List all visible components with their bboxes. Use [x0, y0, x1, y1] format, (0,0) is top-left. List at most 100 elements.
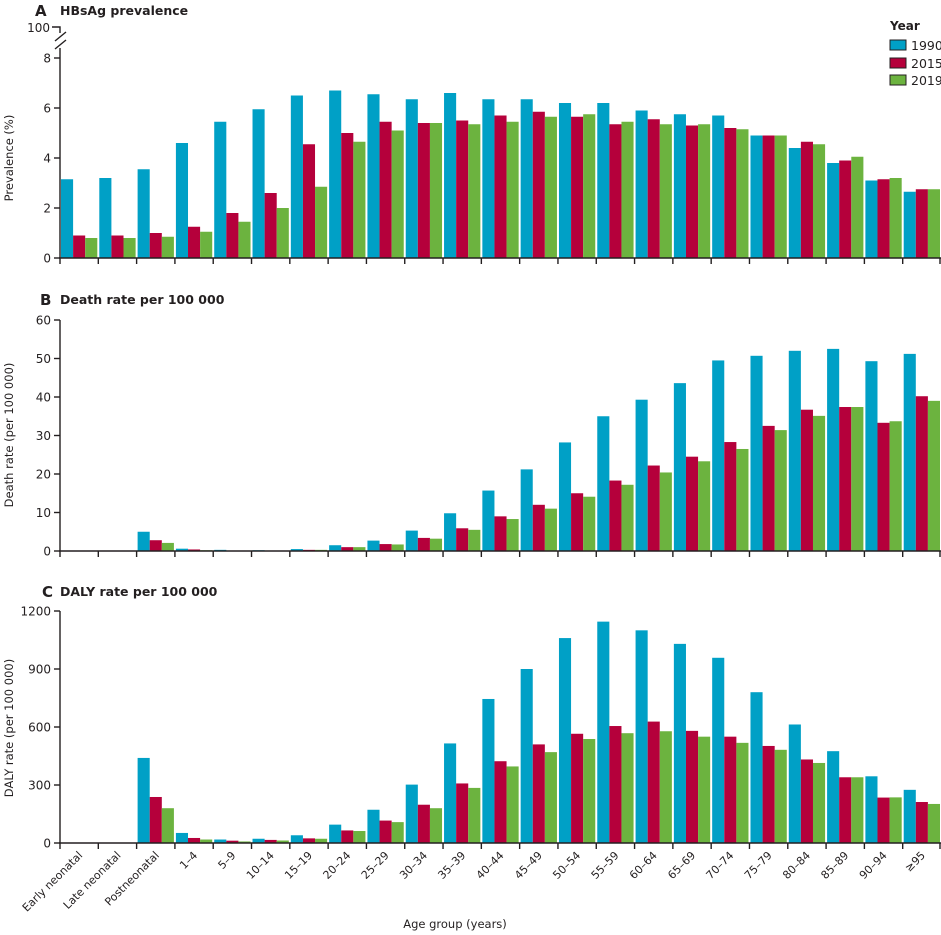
- x-tick-label: 1–4: [177, 849, 200, 872]
- bar-b-2019-15: [659, 472, 672, 551]
- panel-a-letter: A: [35, 2, 47, 20]
- bar-a-2015-1: [111, 235, 124, 258]
- bar-b-2015-2: [149, 540, 162, 551]
- bar-c-2019-18: [774, 749, 787, 843]
- bar-a-2015-17: [724, 128, 737, 258]
- bar-c-2015-6: [302, 838, 316, 843]
- bar-b-2019-14: [621, 484, 634, 551]
- bar-b-2019-16: [698, 461, 711, 551]
- bar-a-1990-11: [482, 99, 495, 258]
- bar-c-2019-14: [621, 733, 634, 843]
- bar-a-2019-19: [812, 144, 826, 258]
- bar-b-1990-11: [482, 490, 495, 551]
- x-tick-label: 50–54: [550, 849, 583, 882]
- bar-a-2019-16: [698, 124, 711, 258]
- bar-a-2019-1: [123, 238, 136, 258]
- bar-b-1990-8: [367, 540, 380, 551]
- x-tick-label: 90–94: [857, 849, 890, 882]
- x-tick-label: 45–49: [512, 849, 545, 882]
- legend-item-1990: 1990: [889, 38, 941, 53]
- bar-a-2019-3: [200, 231, 213, 258]
- bar-b-1990-12: [520, 469, 533, 551]
- x-tick-label: 15–19: [282, 849, 315, 882]
- bar-b-2019-13: [583, 496, 596, 551]
- x-tick-label: 75–79: [742, 849, 775, 882]
- bar-a-2015-19: [800, 141, 813, 258]
- bar-c-2019-13: [583, 738, 596, 843]
- bar-a-1990-2: [137, 169, 150, 258]
- bar-b-2019-7: [353, 547, 366, 551]
- bar-c-1990-17: [712, 657, 725, 843]
- bar-c-2019-4: [238, 841, 251, 843]
- panel-c-y-tick-label: 1200: [20, 605, 51, 619]
- bar-b-2019-20: [851, 407, 864, 551]
- bar-c-1990-21: [865, 776, 878, 843]
- bar-c-2015-10: [456, 783, 469, 843]
- bar-c-1990-20: [827, 751, 840, 843]
- panel-c-y-tick-label: 300: [28, 779, 51, 793]
- bar-a-1990-4: [214, 121, 227, 258]
- bar-b-2019-19: [812, 415, 826, 551]
- bar-c-2019-19: [812, 762, 826, 843]
- panel-b-y-tick-label: 30: [36, 429, 51, 443]
- panel-b-y-tick-label: 20: [36, 468, 51, 482]
- legend-label-2015: 2015: [911, 56, 941, 71]
- bar-c-2019-3: [200, 839, 213, 843]
- bar-a-1990-15: [635, 110, 648, 258]
- bar-b-2015-13: [571, 493, 584, 551]
- bar-a-2019-20: [851, 156, 864, 258]
- bar-c-2019-15: [659, 731, 672, 843]
- bar-b-2015-16: [685, 456, 699, 551]
- legend-label-2019: 2019: [911, 73, 941, 88]
- x-tick-label: 35–39: [435, 849, 468, 882]
- x-tick-label: 60–64: [627, 849, 660, 882]
- bar-c-1990-6: [290, 835, 303, 843]
- x-tick-label: 30–34: [397, 849, 430, 882]
- bar-c-2015-16: [685, 730, 699, 843]
- bar-a-1990-12: [520, 99, 533, 258]
- bar-a-1990-16: [673, 114, 686, 258]
- bar-b-2019-12: [544, 508, 557, 551]
- bar-c-2019-17: [736, 742, 749, 843]
- bar-a-1990-9: [405, 99, 418, 258]
- bar-a-2015-4: [226, 213, 239, 258]
- panel-c-plot: 0 300 600 900 1200: [20, 605, 941, 851]
- legend-swatch-2015: [889, 57, 907, 69]
- bar-a-2015-12: [532, 111, 545, 258]
- bar-a-2015-11: [494, 115, 507, 258]
- bar-c-2015-9: [417, 804, 430, 843]
- panel-a-y-tick-label: 2: [43, 202, 51, 216]
- bar-c-1990-13: [558, 638, 572, 843]
- legend-item-2019: 2019: [889, 73, 941, 88]
- bar-b-2015-21: [877, 422, 890, 551]
- bar-c-1990-7: [329, 824, 342, 843]
- bar-a-1990-17: [712, 115, 725, 258]
- bar-a-1990-7: [329, 90, 342, 258]
- bar-c-2015-4: [226, 840, 239, 843]
- x-tick-label: ≥95: [902, 849, 928, 875]
- bar-c-1990-11: [482, 698, 495, 843]
- bar-a-1990-0: [61, 179, 74, 258]
- panel-a-ylabel: Prevalence (%): [2, 115, 16, 202]
- panel-b-y-tick-label: 50: [36, 352, 51, 366]
- bar-a-2015-14: [609, 124, 622, 258]
- legend-label-1990: 1990: [911, 38, 941, 53]
- bar-c-2019-10: [468, 787, 481, 843]
- x-tick-label: 40–44: [474, 849, 507, 882]
- panel-a-y-tick-label: 4: [43, 152, 51, 166]
- bar-b-2015-8: [379, 544, 392, 551]
- panel-b-y-tick-label: 60: [36, 314, 51, 328]
- panel-c-y-tick-label: 900: [28, 663, 51, 677]
- bar-c-2019-6: [315, 838, 328, 843]
- bar-b-2019-11: [506, 519, 519, 551]
- x-tick-label: 80–84: [780, 849, 813, 882]
- x-tick-label: 70–74: [704, 849, 737, 882]
- bar-b-2015-7: [341, 547, 354, 551]
- bar-a-2015-22: [915, 189, 928, 258]
- panel-b-letter: B: [40, 291, 51, 309]
- bar-b-2015-20: [839, 407, 852, 551]
- bar-a-2015-3: [188, 226, 201, 258]
- bar-c-1990-14: [597, 621, 610, 843]
- bar-b-1990-14: [597, 416, 610, 551]
